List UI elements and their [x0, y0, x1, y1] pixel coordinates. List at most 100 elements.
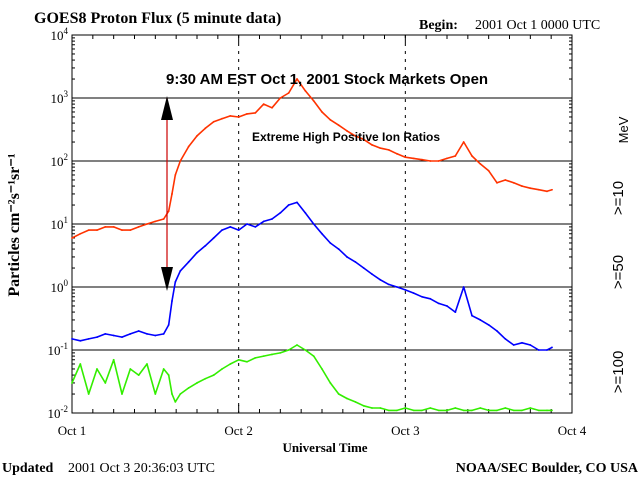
data-point — [551, 188, 553, 191]
y-tick-label: 101 — [51, 215, 69, 232]
data-point — [471, 155, 473, 157]
data-point — [437, 302, 440, 305]
data-point — [287, 349, 290, 351]
data-point — [212, 120, 215, 123]
data-point — [112, 225, 115, 228]
data-point — [487, 169, 490, 172]
data-point — [429, 407, 432, 409]
data-point — [479, 407, 482, 409]
data-point — [429, 297, 432, 300]
data-point — [537, 349, 540, 351]
legend-item-1: >=50 — [610, 255, 627, 289]
data-point — [237, 358, 240, 361]
data-point — [446, 305, 448, 307]
data-point — [196, 382, 198, 384]
x-axis-ticks: Oct 1 Oct 2 Oct 3 Oct 4 — [58, 35, 587, 438]
data-point — [237, 229, 240, 232]
data-point — [79, 232, 82, 235]
data-point — [329, 382, 332, 384]
data-point — [412, 157, 415, 160]
arrow-head-up — [161, 96, 173, 120]
data-point — [262, 103, 265, 106]
data-point — [204, 244, 207, 247]
data-point — [237, 116, 240, 118]
data-point — [471, 409, 473, 412]
data-point — [221, 117, 223, 120]
data-point — [179, 270, 182, 272]
data-point — [321, 111, 323, 113]
data-point — [346, 256, 348, 258]
data-point — [521, 341, 523, 344]
data-point — [271, 218, 273, 220]
data-point — [437, 160, 440, 162]
y-tick-label: 10-2 — [48, 404, 69, 421]
data-point — [521, 409, 523, 412]
y-axis-ticks: 10-2 10-1 100 101 102 103 104 — [48, 26, 572, 421]
updated-label: Updated — [2, 461, 54, 476]
data-point — [129, 229, 132, 232]
data-point — [287, 204, 290, 206]
legend-item-2: >=100 — [610, 351, 627, 394]
data-point — [187, 261, 190, 263]
data-point — [354, 135, 357, 137]
data-point — [421, 409, 423, 412]
data-point — [71, 237, 73, 239]
data-point — [104, 333, 107, 335]
data-point — [162, 368, 165, 370]
data-point — [296, 344, 298, 346]
series-10mev-line — [71, 78, 553, 239]
data-point — [167, 374, 170, 376]
data-point — [221, 368, 223, 370]
data-point — [79, 339, 82, 342]
grid-lines — [72, 35, 572, 413]
data-point — [471, 314, 473, 317]
data-point — [321, 368, 323, 370]
data-point — [154, 220, 157, 223]
data-point — [462, 286, 465, 288]
data-point — [112, 358, 115, 361]
data-point — [262, 220, 265, 223]
data-point — [487, 409, 490, 412]
data-point — [529, 407, 532, 409]
data-point — [254, 356, 257, 359]
data-point — [396, 152, 398, 155]
data-point — [329, 242, 332, 244]
data-point — [387, 283, 390, 286]
data-point — [304, 89, 307, 92]
data-point — [304, 212, 307, 214]
data-point — [229, 363, 232, 365]
data-point — [354, 261, 357, 263]
data-point — [337, 124, 340, 127]
data-point — [87, 338, 90, 340]
data-point — [354, 401, 357, 403]
data-point — [537, 188, 540, 191]
data-point — [371, 407, 373, 409]
data-point — [504, 179, 507, 181]
data-point — [179, 160, 182, 162]
data-point — [454, 155, 457, 157]
data-point — [504, 407, 507, 409]
market-open-annotation: 9:30 AM EST Oct 1, 2001 Stock Markets Op… — [166, 71, 488, 88]
data-point — [271, 106, 273, 109]
data-point — [404, 407, 407, 409]
data-point — [362, 138, 365, 141]
data-point — [429, 160, 432, 162]
data-point — [362, 404, 365, 407]
data-point — [346, 130, 348, 132]
data-point — [387, 409, 390, 412]
data-point — [312, 223, 315, 225]
data-point — [171, 193, 173, 195]
data-point — [271, 353, 273, 356]
data-point — [312, 99, 315, 102]
data-point — [479, 319, 482, 321]
data-point — [521, 185, 523, 187]
data-point — [221, 229, 223, 232]
updated-value: 2001 Oct 3 20:36:03 UTC — [68, 461, 215, 476]
data-point — [462, 141, 465, 143]
y-tick-label: 102 — [51, 152, 69, 169]
data-point — [174, 401, 177, 403]
x-tick-label: Oct 3 — [391, 423, 420, 438]
data-point — [454, 311, 457, 313]
data-point — [387, 149, 390, 151]
data-point — [137, 374, 140, 376]
